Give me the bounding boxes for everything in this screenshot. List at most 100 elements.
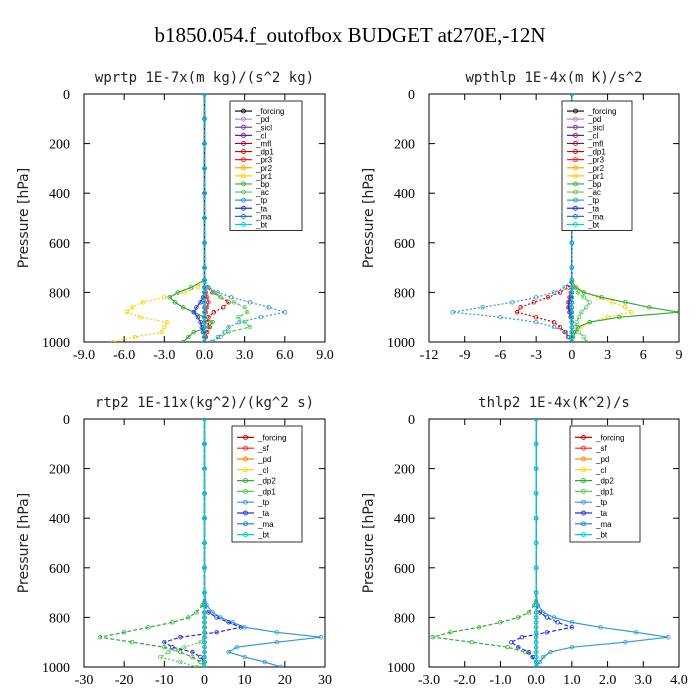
legend-marker (241, 197, 246, 203)
legend-label: _forcing (255, 107, 284, 116)
legend-label: _sicl (587, 123, 604, 132)
data-point (262, 659, 267, 665)
legend-label: _forcing (595, 433, 624, 442)
data-point (569, 324, 575, 330)
legend-label: _bt (587, 220, 600, 229)
data-point (226, 324, 231, 330)
data-point (533, 630, 539, 635)
legend-label: _pd (257, 455, 271, 464)
data-point (226, 329, 231, 335)
y-tick-label: 600 (49, 237, 70, 252)
data-point (132, 334, 138, 340)
data-point (226, 649, 231, 655)
data-point (569, 620, 575, 625)
data-point (182, 290, 187, 295)
data-point (202, 590, 207, 595)
data-point (666, 635, 671, 640)
y-tick-label: 800 (394, 611, 415, 626)
legend-marker (241, 205, 246, 211)
legend-label: _ta (255, 204, 268, 213)
legend: _forcing _sf _pd _cl _dp2_dp1 _tp _ta _ma _bt (231, 425, 303, 543)
data-point (551, 290, 557, 295)
legend: _forcing_pd_sicl_cl_mfl_dp1_pr3_pr2_pr1_… (561, 100, 633, 231)
legend-label: _cl (595, 466, 606, 475)
series-line-pr1 (571, 94, 633, 342)
data-point (533, 640, 539, 645)
legend-label: _ac (255, 188, 269, 197)
data-point (516, 615, 521, 620)
data-point (238, 625, 243, 630)
legend-marker (573, 140, 578, 146)
legend-label: _ta (595, 509, 608, 518)
data-point (202, 94, 207, 97)
data-point (202, 265, 207, 270)
x-tick-label: -12 (420, 348, 439, 363)
panel-title: wprtp 1E-7x(m kg)/(s^2 kg) (95, 70, 314, 86)
data-point (97, 635, 103, 640)
legend-label: _ta (257, 509, 270, 518)
y-axis-label: Pressure [hPa] (361, 168, 377, 268)
x-tick-label: -6 (495, 348, 507, 363)
data-point (202, 240, 207, 245)
legend-label: _pr2 (587, 164, 605, 173)
data-point (237, 319, 242, 325)
data-point (569, 240, 575, 245)
data-point (567, 310, 572, 315)
legend-marker (243, 488, 248, 494)
legend-marker (581, 510, 586, 516)
data-point (175, 290, 180, 295)
x-tick-label: -10 (155, 673, 174, 688)
data-point (206, 300, 211, 305)
y-tick-label: 200 (49, 463, 70, 478)
x-tick-label: -3.0 (418, 673, 440, 688)
data-point (129, 305, 135, 310)
data-point (533, 635, 539, 640)
x-tick-label: 3.0 (236, 348, 254, 363)
data-point (170, 644, 175, 650)
y-axis-label: Pressure [hPa] (16, 493, 32, 593)
data-point (599, 295, 604, 300)
legend-marker (573, 181, 578, 187)
data-point (623, 640, 628, 645)
y-tick-label: 800 (49, 286, 70, 301)
data-point (510, 300, 515, 305)
legend-label: _dp1 (587, 148, 606, 157)
x-tick-label: 3.0 (635, 673, 653, 688)
data-point (569, 310, 575, 315)
legend-label: _dp1 (595, 487, 614, 496)
data-point (218, 295, 223, 300)
data-point (198, 640, 203, 645)
data-point (202, 290, 207, 295)
legend-marker (573, 173, 578, 179)
legend-label: _pd (255, 115, 269, 124)
data-point (202, 141, 207, 146)
data-point (498, 620, 503, 625)
data-point (569, 265, 575, 270)
data-point (533, 620, 539, 625)
data-point (182, 644, 187, 650)
y-tick-label: 400 (394, 187, 415, 202)
data-point (569, 329, 575, 335)
legend-marker (573, 108, 578, 114)
legend-label: _pr2 (255, 164, 273, 173)
data-point (242, 654, 247, 660)
y-tick-label: 1000 (387, 336, 415, 351)
data-point (138, 315, 143, 320)
y-axis-label: Pressure [hPa] (16, 168, 32, 268)
data-point (533, 419, 539, 422)
legend-marker (581, 488, 586, 494)
data-point (186, 615, 191, 620)
series-line-ta (509, 419, 575, 667)
legend-label: _sicl (255, 123, 272, 132)
data-point (569, 94, 575, 97)
data-point (533, 610, 539, 615)
data-point (199, 324, 205, 330)
y-tick-label: 400 (49, 187, 70, 202)
legend-label: _pd (587, 115, 601, 124)
series-line-dp2 (432, 419, 537, 667)
data-point (231, 300, 237, 305)
data-point (190, 654, 195, 660)
legend-marker (243, 456, 248, 462)
legend-label: _bt (595, 531, 608, 540)
x-tick-label: 9.0 (316, 348, 334, 363)
